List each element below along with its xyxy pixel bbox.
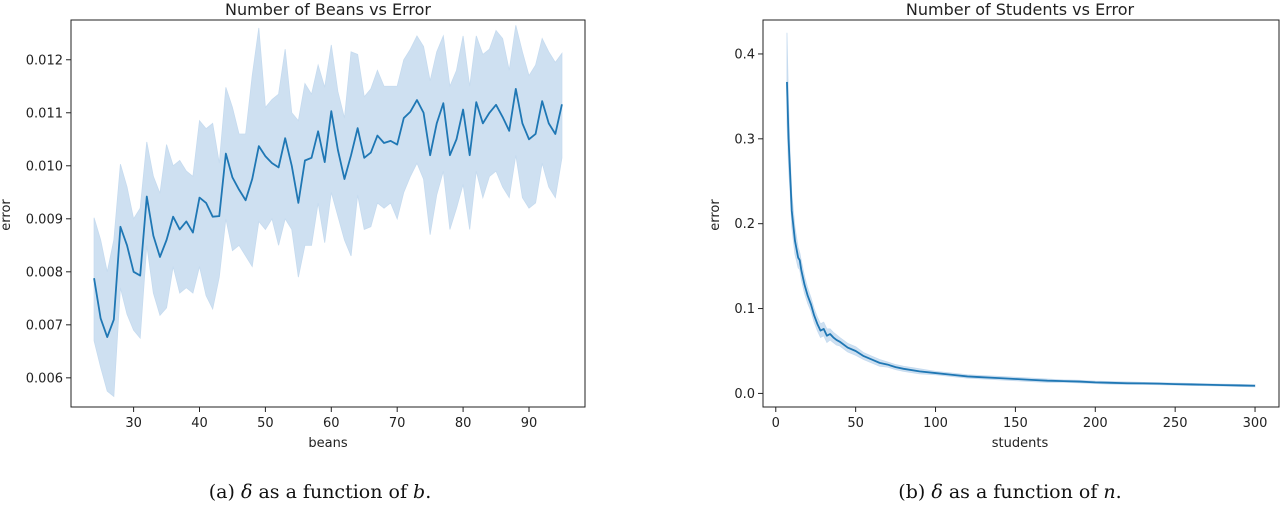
caption-b-suffix: . <box>1116 481 1122 503</box>
chart-a-band-layer <box>93 25 563 398</box>
chart-b-confidence-band <box>786 32 1256 388</box>
chart-b-y-ticks: 0.0 0.1 0.2 0.3 0.4 <box>734 47 763 402</box>
chart-b-xtick-label: 100 <box>923 416 948 431</box>
chart-a-y-ticks: 0.006 0.007 0.008 0.009 0.010 0.011 0.012 <box>26 53 71 386</box>
caption-b-middle: as a function of <box>943 481 1104 503</box>
chart-a-title: Number of Beans vs Error <box>225 0 431 19</box>
chart-a-frame <box>70 19 586 408</box>
chart-a-x-ticks: 30 40 50 60 70 80 90 <box>125 407 537 431</box>
chart-a-xtick-label: 90 <box>521 416 538 431</box>
chart-b-series-line <box>786 81 1256 387</box>
chart-b-band-layer <box>786 32 1256 388</box>
caption-b-prefix: (b) <box>898 481 931 503</box>
chart-b-xlabel: students <box>992 436 1049 451</box>
chart-b-line-layer <box>786 81 1256 387</box>
chart-a-ytick-label: 0.010 <box>26 159 63 174</box>
chart-students-vs-error: Number of Students vs Error 0.00.10.20.3… <box>708 0 1280 503</box>
chart-a-xtick-label: 40 <box>191 416 208 431</box>
chart-b-ytick-label: 0.2 <box>734 217 755 232</box>
caption-b-symbol: δ <box>931 481 942 503</box>
chart-b-xtick-label: 0 <box>772 416 780 431</box>
caption-a-symbol: δ <box>241 481 252 503</box>
chart-b-ytick-label: 0.1 <box>734 302 755 317</box>
chart-a-series-line <box>93 88 563 338</box>
caption-a-prefix: (a) <box>209 481 241 503</box>
chart-b-xtick-label: 50 <box>847 416 864 431</box>
caption-b-variable: n <box>1103 481 1115 503</box>
caption-b: (b) δ as a function of n. <box>898 481 1121 503</box>
caption-a-suffix: . <box>425 481 431 503</box>
chart-a-xtick-label: 30 <box>125 416 142 431</box>
chart-b-ytick-label: 0.0 <box>734 387 755 402</box>
chart-a-xtick-label: 80 <box>455 416 472 431</box>
chart-a-ytick-label: 0.007 <box>26 318 63 333</box>
chart-b-xtick-label: 200 <box>1083 416 1108 431</box>
chart-b-x-ticks: 0 50 100 150 200 250 300 <box>772 407 1268 431</box>
chart-a-xtick-label: 50 <box>257 416 274 431</box>
chart-beans-vs-error: Number of Beans vs Error 0.006 0.007 0.008… <box>0 0 586 503</box>
chart-b-xtick-label: 300 <box>1243 416 1268 431</box>
caption-a: (a) δ as a function of b. <box>209 481 431 503</box>
chart-a-ytick-label: 0.006 <box>26 371 63 386</box>
chart-a-ytick-label: 0.012 <box>26 53 63 68</box>
chart-b-title: Number of Students vs Error <box>906 0 1135 19</box>
chart-a-xtick-label: 60 <box>323 416 340 431</box>
chart-b-frame <box>762 19 1280 408</box>
chart-a-ylabel: error <box>0 199 14 231</box>
chart-b-ylabel: error <box>708 199 723 231</box>
caption-a-variable: b <box>413 481 425 503</box>
chart-a-ytick-label: 0.009 <box>26 212 63 227</box>
caption-a-middle: as a function of <box>252 481 413 503</box>
chart-b-xtick-label: 150 <box>1003 416 1028 431</box>
chart-a-xlabel: beans <box>308 436 347 451</box>
chart-a-ytick-label: 0.011 <box>26 106 63 121</box>
chart-b-xtick-label: 250 <box>1163 416 1188 431</box>
chart-a-confidence-band <box>93 25 563 398</box>
chart-b-ytick-label: 0.3 <box>734 132 755 147</box>
chart-b-ytick-label: 0.4 <box>734 47 755 62</box>
chart-a-line-layer <box>93 88 563 338</box>
chart-a-ytick-label: 0.008 <box>26 265 63 280</box>
chart-a-xtick-label: 70 <box>389 416 406 431</box>
